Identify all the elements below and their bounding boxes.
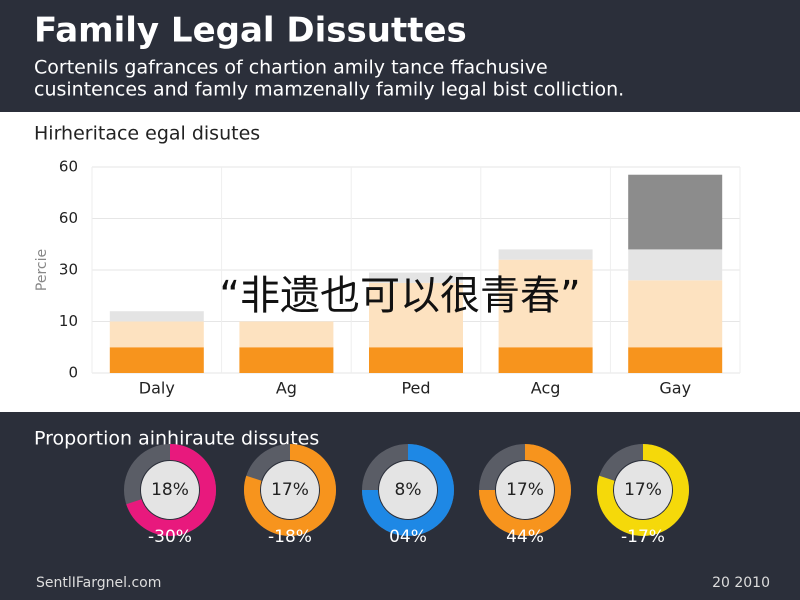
overlay-text: “非遗也可以很青春” <box>219 273 580 319</box>
donut-arc <box>244 444 336 536</box>
donut-arc <box>479 444 571 536</box>
donut-arc <box>126 444 216 536</box>
donut-title: Proportion ainhiraute dissutes <box>34 428 319 450</box>
donut-label: 04% <box>389 527 427 547</box>
bar-segment <box>498 259 593 348</box>
header-bg <box>0 0 800 112</box>
y-tick-label: 60 <box>59 209 78 227</box>
donut-center-label: 17% <box>624 480 662 500</box>
bar-segment <box>109 347 204 373</box>
bar-segment <box>498 249 593 260</box>
bar-segment <box>628 174 723 250</box>
y-tick-label: 30 <box>59 261 78 279</box>
donut-arc <box>597 444 689 536</box>
y-tick-label: 60 <box>59 158 78 176</box>
y-tick-label: 10 <box>59 312 78 330</box>
donut-center-label: 17% <box>271 480 309 500</box>
bar-segment <box>369 272 463 283</box>
bar-segment <box>498 347 593 373</box>
donut-center <box>261 461 319 519</box>
x-tick-label: Daly <box>139 379 175 398</box>
donut-center <box>141 461 199 519</box>
y-axis-label: Percie <box>34 249 50 291</box>
footer-right: 20 2010 <box>712 575 770 591</box>
donut-label: -18% <box>268 527 312 547</box>
bar-segment <box>369 347 463 373</box>
bar-segment <box>239 347 334 373</box>
x-tick-label: Gay <box>659 379 691 398</box>
donut-arc <box>362 444 454 536</box>
bar-segment <box>628 280 723 348</box>
title: Family Legal Dissuttes <box>34 11 467 51</box>
donut-center <box>379 461 437 519</box>
donut-label: 44% <box>506 527 544 547</box>
donut-center-label: 8% <box>395 480 422 500</box>
x-tick-label: Ped <box>401 379 430 398</box>
chart-title: Hirheritace egal disutes <box>34 123 260 145</box>
y-tick-label: 0 <box>68 364 78 382</box>
subtitle: cusintences and famly mamzenally family … <box>34 79 624 101</box>
donut-label: -30% <box>148 527 192 547</box>
subtitle: Cortenils gafrances of chartion amily ta… <box>34 57 548 79</box>
donut-center <box>496 461 554 519</box>
donut-center <box>614 461 672 519</box>
bar-segment <box>369 282 463 348</box>
bar-segment <box>628 249 723 281</box>
x-tick-label: Acg <box>531 379 561 398</box>
x-tick-label: Ag <box>276 379 297 398</box>
donut-label: -17% <box>621 527 665 547</box>
donut-center-label: 17% <box>506 480 544 500</box>
footer-left: SentlIFargnel.com <box>36 575 161 591</box>
bar-segment <box>628 347 723 373</box>
bar-segment <box>239 321 334 348</box>
bar-segment <box>109 321 204 348</box>
bar-segment <box>109 311 204 322</box>
donut-center-label: 18% <box>151 480 189 500</box>
